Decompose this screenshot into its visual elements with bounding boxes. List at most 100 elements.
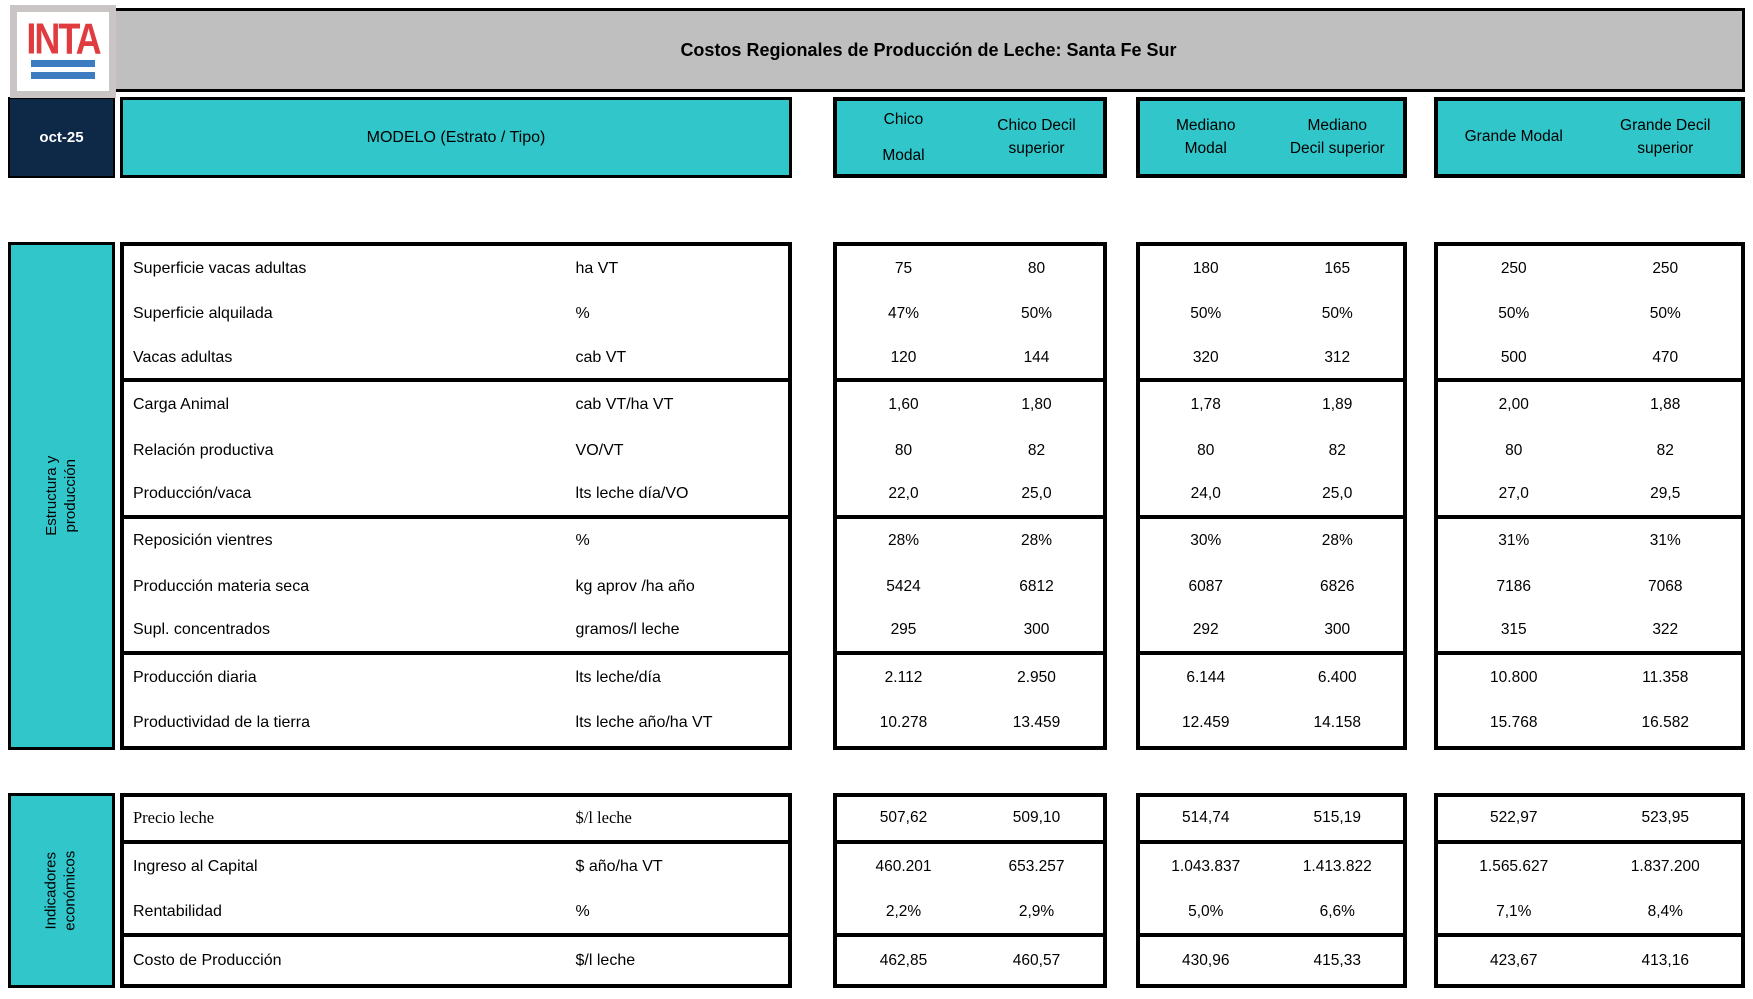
value-cell: 2,9% bbox=[1018, 902, 1055, 920]
value-row: 10.278 13.459 bbox=[837, 701, 1103, 746]
value-row: 315 322 bbox=[1438, 610, 1741, 656]
value-cell: 1,78 bbox=[1190, 396, 1221, 414]
value-row: 47% 50% bbox=[837, 291, 1103, 336]
value-row: 430,96 415,33 bbox=[1140, 937, 1403, 984]
table-row: Reposición vientres% bbox=[124, 519, 788, 564]
value-cell: 50% bbox=[1190, 305, 1222, 323]
inta-logo-text: INTA bbox=[26, 13, 101, 64]
value-cell: 300 bbox=[1324, 621, 1351, 639]
row-unit: cab VT bbox=[575, 348, 627, 366]
row-unit: lts leche/día bbox=[575, 668, 661, 686]
value-cell: 315 bbox=[1500, 621, 1527, 639]
value-cell: 25,0 bbox=[1322, 484, 1353, 502]
value-row: 80 82 bbox=[1140, 428, 1403, 473]
row-unit: % bbox=[575, 902, 590, 920]
value-row: 460.201 653.257 bbox=[837, 844, 1103, 891]
value-cell: 31% bbox=[1498, 532, 1530, 550]
value-cell: 50% bbox=[1020, 305, 1053, 323]
title-banner: Costos Regionales de Producción de Leche… bbox=[112, 8, 1745, 92]
value-cell: 430,96 bbox=[1182, 951, 1230, 969]
row-unit: lts leche día/VO bbox=[575, 484, 689, 502]
value-row: 423,67 413,16 bbox=[1438, 937, 1741, 984]
row-label: Rentabilidad bbox=[133, 902, 222, 920]
table-row: Productividad de la tierra lts leche año/… bbox=[124, 701, 788, 746]
value-cell: 500 bbox=[1500, 348, 1527, 366]
value-row: 5424 6812 bbox=[837, 564, 1103, 609]
value-cell: 28% bbox=[1020, 532, 1053, 550]
value-row: 80 82 bbox=[1438, 428, 1741, 473]
row-label: Relación productiva bbox=[133, 441, 274, 459]
row-label: Producción/vaca bbox=[133, 484, 252, 502]
value-row: 462,85 460,57 bbox=[837, 937, 1103, 984]
value-row: 10.800 11.358 bbox=[1438, 655, 1741, 700]
row-label: Productividad de la tierra bbox=[133, 714, 310, 732]
value-row: 2.112 2.950 bbox=[837, 655, 1103, 700]
value-row: 120 144 bbox=[837, 337, 1103, 383]
row-unit: kg aprov /ha año bbox=[575, 577, 695, 595]
column-header: Mediano Modal bbox=[1176, 117, 1236, 157]
value-cell: 2,00 bbox=[1498, 396, 1529, 414]
value-cell: 6826 bbox=[1320, 577, 1355, 595]
value-cell: 292 bbox=[1192, 621, 1219, 639]
value-cell: 82 bbox=[1027, 441, 1046, 459]
value-cell: 28% bbox=[1321, 532, 1353, 550]
value-cell: 1.565.627 bbox=[1479, 858, 1549, 876]
value-cell: 50% bbox=[1498, 305, 1530, 323]
value-cell: 312 bbox=[1324, 348, 1351, 366]
value-row: 15.768 16.582 bbox=[1438, 701, 1741, 746]
value-cell: 1.043.837 bbox=[1171, 858, 1241, 876]
table-row: Rentabilidad% bbox=[124, 891, 788, 938]
value-row: 31% 31% bbox=[1438, 519, 1741, 564]
value-row: 50% 50% bbox=[1140, 291, 1403, 336]
value-cell: 322 bbox=[1652, 621, 1679, 639]
table-row: Supl. concentrados gramos/l leche bbox=[124, 610, 788, 656]
value-row: 22,0 25,0 bbox=[837, 473, 1103, 519]
value-cell: 6812 bbox=[1019, 577, 1054, 595]
row-label: Ingreso al Capital bbox=[133, 858, 258, 876]
value-row: 320 312 bbox=[1140, 337, 1403, 383]
row-label: Costo de Producción bbox=[133, 951, 282, 969]
value-cell: 423,67 bbox=[1490, 951, 1538, 969]
value-cell: 13.459 bbox=[1012, 714, 1061, 732]
table-row: Costo de Producción $/l leche bbox=[124, 937, 788, 984]
value-cell: 47% bbox=[887, 305, 920, 323]
date-cell: oct-25 bbox=[8, 97, 115, 178]
value-cell: 7,1% bbox=[1496, 902, 1532, 920]
value-cell: 8,4% bbox=[1647, 902, 1683, 920]
value-cell: 82 bbox=[1328, 441, 1346, 459]
value-row: 5,0% 6,6% bbox=[1140, 891, 1403, 938]
group-header-chico: Chico Modal Chico Decil superior bbox=[833, 97, 1107, 178]
value-cell: 300 bbox=[1023, 621, 1050, 639]
logo-bar-icon bbox=[31, 71, 95, 79]
group-header-mediano: Mediano Modal Mediano Decil superior bbox=[1136, 97, 1407, 178]
value-cell: 470 bbox=[1652, 348, 1679, 366]
labels-table-indicadores: Precio leche $/l leche Ingreso al Capital $… bbox=[120, 793, 792, 988]
table-row: Vacas adultas cab VT bbox=[124, 337, 788, 383]
model-header-cell: MODELO (Estrato / Tipo) bbox=[120, 97, 792, 178]
value-cell: 295 bbox=[890, 621, 917, 639]
value-cell: 515,19 bbox=[1313, 809, 1361, 827]
table-row: Producción materia seca kg aprov /ha año bbox=[124, 564, 788, 609]
value-cell: 509,10 bbox=[1012, 809, 1061, 827]
value-cell: 523,95 bbox=[1641, 809, 1689, 827]
sidebar-label-text: Estructura y producción bbox=[42, 455, 79, 537]
value-row: 27,0 29,5 bbox=[1438, 473, 1741, 519]
value-cell: 27,0 bbox=[1498, 484, 1529, 502]
row-unit: ha VT bbox=[575, 259, 619, 277]
value-cell: 1,60 bbox=[888, 396, 919, 414]
value-cell: 25,0 bbox=[1021, 484, 1052, 502]
row-label: Producción materia seca bbox=[133, 577, 310, 595]
value-cell: 1.413.822 bbox=[1302, 858, 1372, 876]
value-cell: 1,89 bbox=[1322, 396, 1353, 414]
value-cell: 522,97 bbox=[1490, 809, 1538, 827]
value-cell: 415,33 bbox=[1313, 951, 1361, 969]
value-cell: 80 bbox=[1027, 259, 1046, 277]
value-cell: 6.400 bbox=[1317, 668, 1357, 686]
value-cell: 82 bbox=[1656, 441, 1674, 459]
row-unit: gramos/l leche bbox=[575, 621, 680, 639]
value-cell: 29,5 bbox=[1650, 484, 1681, 502]
values-chico-estructura: 75 80 47% 50% 120 144 1,60 1,80 80 82 22,0 25,0 28% 2… bbox=[833, 242, 1107, 750]
table-row: Carga Animal cab VT/ha VT bbox=[124, 382, 788, 427]
row-unit: $/l leche bbox=[575, 808, 632, 828]
value-row: 1,60 1,80 bbox=[837, 382, 1103, 427]
